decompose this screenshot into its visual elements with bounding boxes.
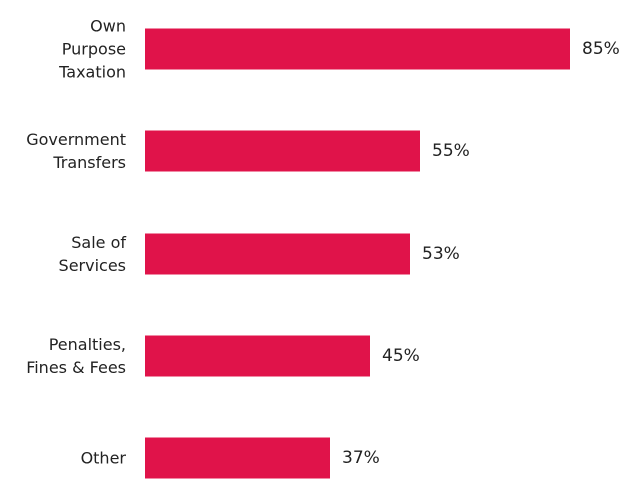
value-label: 85% (582, 39, 620, 59)
bar (145, 437, 330, 479)
bar (145, 233, 410, 275)
category-label: Sale of Services (58, 232, 126, 275)
category-label: Own Purpose Taxation (59, 16, 126, 82)
bar (145, 335, 370, 377)
value-label: 45% (382, 345, 420, 366)
value-label: 55% (432, 141, 470, 162)
value-label: 53% (422, 243, 460, 264)
value-label: 37% (342, 448, 380, 469)
bar (145, 130, 420, 172)
category-label: Government Transfers (26, 130, 126, 173)
category-label: Penalties, Fines & Fees (26, 334, 126, 377)
category-label: Other (80, 448, 126, 468)
bar (145, 28, 570, 70)
